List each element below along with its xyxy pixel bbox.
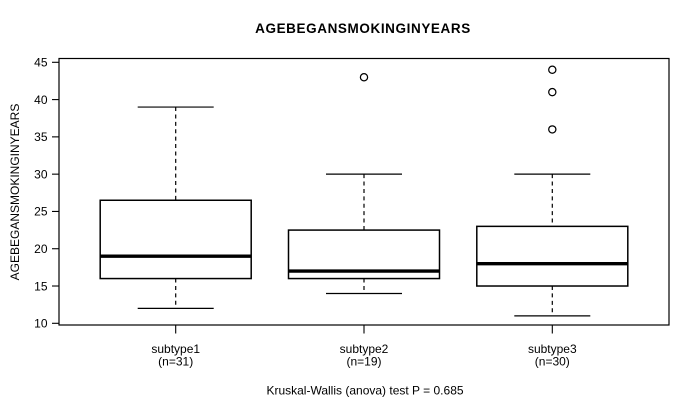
x-group-count-label: (n=30) [535, 354, 570, 368]
outlier-point-subtype3 [548, 65, 557, 74]
y-tick-label: 15 [34, 279, 48, 293]
iqr-box-subtype3 [476, 225, 629, 287]
x-group-count-label: (n=31) [158, 354, 193, 368]
x-group-label: subtype2 [340, 342, 389, 356]
stat-test-caption: Kruskal-Wallis (anova) test P = 0.685 [266, 384, 463, 398]
y-tick-label: 10 [34, 317, 48, 331]
y-axis-label: AGEBEGANSMOKINGINYEARS [8, 104, 22, 281]
y-tick-label: 40 [34, 93, 48, 107]
x-group-label: subtype3 [528, 342, 577, 356]
y-tick-label: 45 [34, 56, 48, 70]
y-tick-label: 25 [34, 205, 48, 219]
y-tick-label: 35 [34, 130, 48, 144]
chart-title: AGEBEGANSMOKINGINYEARS [255, 21, 471, 36]
outlier-point-subtype3 [548, 125, 557, 134]
y-tick-label: 20 [34, 242, 48, 256]
x-group-count-label: (n=19) [346, 354, 381, 368]
outlier-point-subtype3 [548, 87, 557, 97]
y-tick-label: 30 [34, 167, 48, 181]
outlier-point-subtype2 [359, 72, 369, 82]
iqr-box-subtype1 [99, 199, 252, 280]
plot-area: 1015202530354045subtype1(n=31)subtype2(n… [34, 56, 670, 368]
x-group-label: subtype1 [151, 342, 200, 356]
